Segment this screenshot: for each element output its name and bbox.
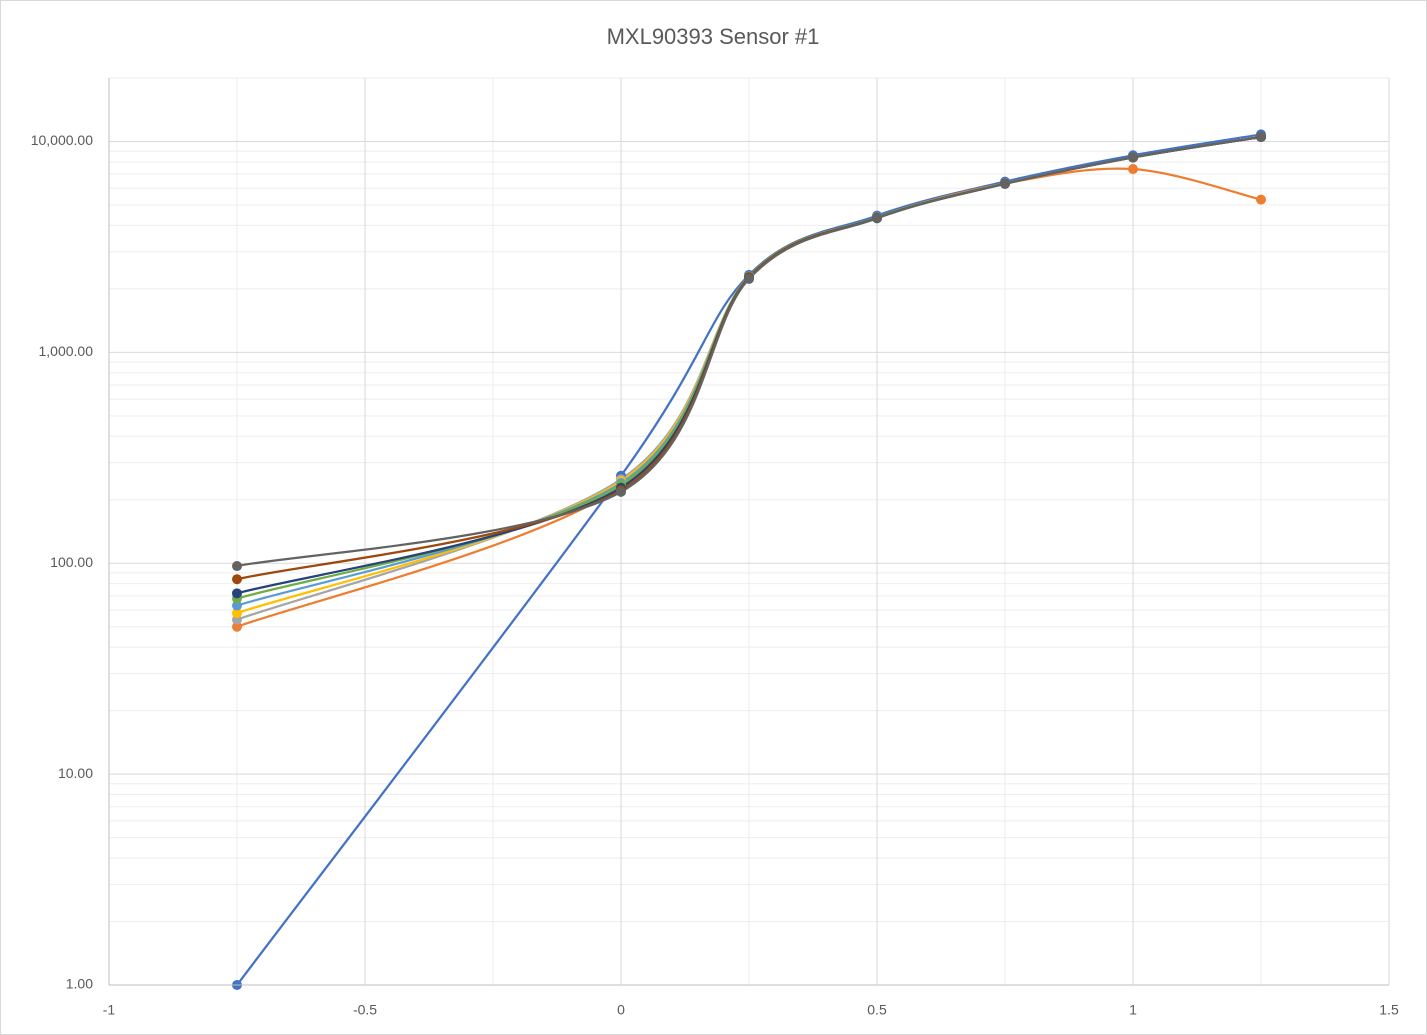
data-point [1128,152,1138,163]
data-point [232,588,242,599]
data-point [232,600,242,611]
x-tick-label: 1.5 [1379,1002,1399,1018]
data-point [616,486,626,497]
y-tick-label: 100.00 [50,554,93,570]
x-tick-label: -0.5 [353,1002,377,1018]
y-tick-label: 1,000.00 [39,343,94,359]
chart-title: MXL90393 Sensor #1 [607,24,820,49]
x-tick-label: 1 [1129,1002,1137,1018]
data-point [744,273,754,284]
data-point [1256,132,1266,143]
data-point [232,608,242,619]
data-point [232,561,242,572]
data-point [1000,178,1010,189]
y-tick-label: 1.00 [66,976,93,992]
series-line [236,135,1262,568]
data-point [1256,194,1266,205]
data-point [872,213,882,224]
y-tick-label: 10.00 [58,765,93,781]
x-tick-label: 0 [617,1002,625,1018]
x-tick-label: 0.5 [867,1002,887,1018]
data-point [1128,164,1138,175]
data-point [232,621,242,632]
x-tick-label: -1 [103,1002,116,1018]
y-tick-label: 10,000.00 [31,132,93,148]
data-point [232,574,242,585]
